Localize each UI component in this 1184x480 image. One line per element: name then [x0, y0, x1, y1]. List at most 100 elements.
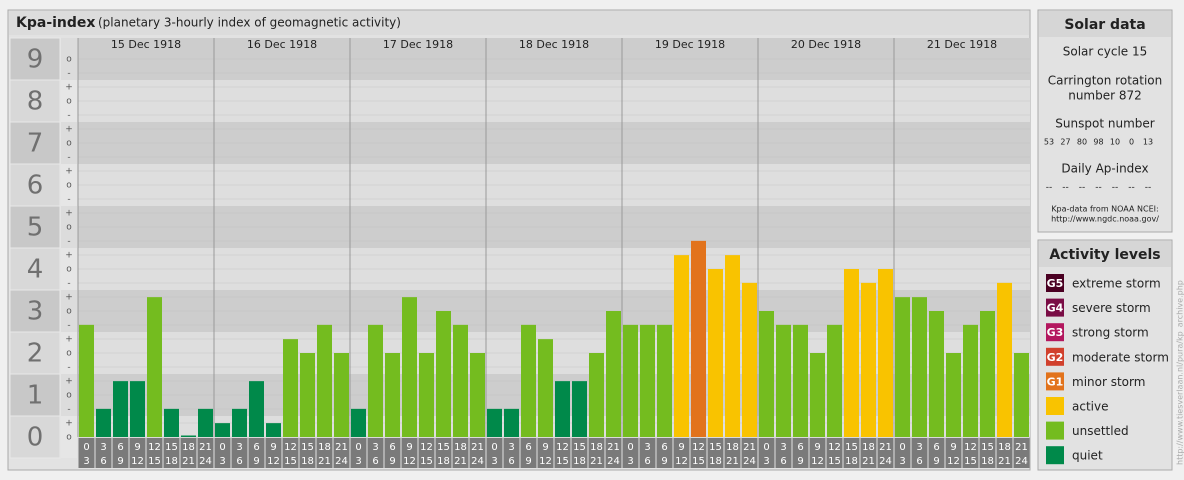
- time-from: 12: [692, 442, 705, 453]
- bar: [402, 297, 417, 437]
- y-band-label: [9, 37, 61, 81]
- legend-label: severe storm: [1072, 301, 1151, 315]
- time-to: 3: [491, 456, 497, 467]
- time-cell: [554, 438, 571, 468]
- legend-code: G3: [1047, 326, 1064, 339]
- time-cell: [282, 438, 299, 468]
- y-tick-label: 0: [27, 423, 44, 453]
- day-label: 18 Dec 1918: [519, 38, 589, 51]
- y-band: [78, 416, 1030, 437]
- time-from: 6: [661, 442, 667, 453]
- time-cell: [775, 438, 792, 468]
- time-cell: [350, 438, 367, 468]
- time-from: 9: [406, 442, 412, 453]
- time-from: 3: [236, 442, 242, 453]
- time-to: 3: [763, 456, 769, 467]
- solar-title: Solar data: [1064, 17, 1145, 33]
- time-cell: [622, 438, 639, 468]
- sublevel-label: +: [65, 377, 73, 387]
- time-to: 3: [627, 456, 633, 467]
- bar: [912, 297, 927, 437]
- time-to: 6: [236, 456, 242, 467]
- ap-value: --: [1095, 183, 1102, 193]
- time-to: 9: [525, 456, 531, 467]
- sublevel-label: -: [67, 69, 70, 79]
- sunspot-number: 80: [1077, 138, 1087, 147]
- bar: [215, 423, 230, 437]
- time-from: 3: [508, 442, 514, 453]
- legend-swatch: [1046, 323, 1064, 342]
- time-to: 9: [933, 456, 939, 467]
- time-to: 21: [182, 456, 195, 467]
- sublevel-label: o: [66, 265, 72, 275]
- legend-label: strong storm: [1072, 326, 1149, 340]
- time-cell: [401, 438, 418, 468]
- time-to: 12: [675, 456, 688, 467]
- sublevel-label: -: [67, 405, 70, 415]
- time-from: 15: [709, 442, 722, 453]
- time-from: 21: [743, 442, 756, 453]
- time-from: 12: [148, 442, 161, 453]
- bar: [674, 255, 689, 437]
- time-to: 24: [199, 456, 212, 467]
- sunspot-number: 98: [1093, 138, 1103, 147]
- legend-label: quiet: [1072, 449, 1103, 463]
- time-from: 6: [797, 442, 803, 453]
- sunspot-number: 10: [1110, 138, 1120, 147]
- time-cell: [180, 438, 197, 468]
- time-cell: [486, 438, 503, 468]
- y-band-label: [9, 163, 61, 207]
- legend-code: G5: [1047, 277, 1064, 290]
- y-band-sub: [61, 38, 77, 80]
- bar: [300, 353, 315, 437]
- sublevel-label: +: [65, 293, 73, 303]
- time-from: 9: [134, 442, 140, 453]
- time-cell: [860, 438, 877, 468]
- bar: [487, 408, 502, 437]
- time-cell: [197, 438, 214, 468]
- time-from: 15: [165, 442, 178, 453]
- y-band-sub: [61, 374, 77, 416]
- time-to: 12: [403, 456, 416, 467]
- time-from: 0: [491, 442, 497, 453]
- y-band-sub: [61, 332, 77, 374]
- time-cell: [792, 438, 809, 468]
- time-cell: [656, 438, 673, 468]
- time-to: 6: [372, 456, 378, 467]
- legend-code: G1: [1047, 375, 1064, 388]
- bar: [555, 381, 570, 437]
- time-from: 15: [845, 442, 858, 453]
- time-cell: [214, 438, 231, 468]
- time-cell: [418, 438, 435, 468]
- sublevel-label: -: [67, 321, 70, 331]
- sublevel-label: o: [66, 433, 72, 443]
- time-from: 18: [182, 442, 195, 453]
- bar: [980, 311, 995, 437]
- bar: [691, 240, 706, 437]
- day-label: 19 Dec 1918: [655, 38, 725, 51]
- time-to: 6: [780, 456, 786, 467]
- bar: [436, 311, 451, 437]
- time-from: 9: [270, 442, 276, 453]
- ap-value: --: [1145, 183, 1152, 193]
- time-from: 15: [437, 442, 450, 453]
- bar: [589, 353, 604, 437]
- time-from: 3: [780, 442, 786, 453]
- time-to: 3: [219, 456, 225, 467]
- time-to: 24: [879, 456, 892, 467]
- bar: [623, 324, 638, 437]
- time-cell: [333, 438, 350, 468]
- day-label: 20 Dec 1918: [791, 38, 861, 51]
- time-cell: [316, 438, 333, 468]
- time-cell: [809, 438, 826, 468]
- solar-panel: [1037, 9, 1173, 233]
- bar: [640, 324, 655, 437]
- time-from: 0: [219, 442, 225, 453]
- time-cell: [945, 438, 962, 468]
- time-cell: [163, 438, 180, 468]
- y-band-label: [9, 247, 61, 291]
- time-cell: [605, 438, 622, 468]
- ap-value: --: [1112, 183, 1119, 193]
